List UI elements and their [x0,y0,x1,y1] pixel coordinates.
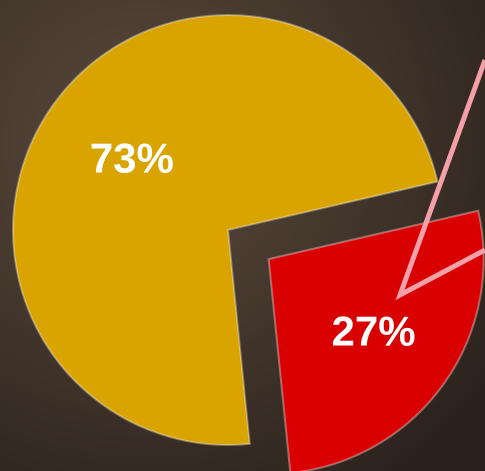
page: 73%27% (() => { const data = JSON.parse(… [0,0,485,471]
slice-label: 73% [90,134,174,181]
slice-label: 27% [332,307,416,354]
chart: 73% 27% [0,0,485,471]
